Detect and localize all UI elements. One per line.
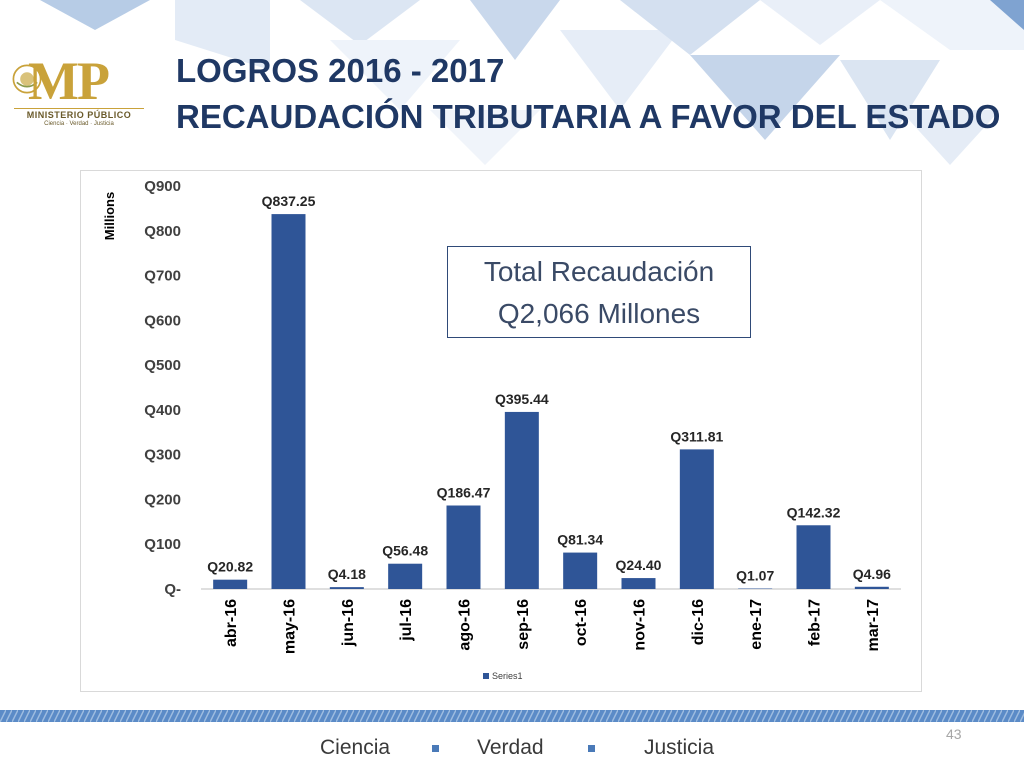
x-tick-label: ene-17 (748, 599, 765, 650)
background-triangle-pattern (40, 0, 1024, 165)
data-label: Q311.81 (670, 428, 723, 444)
bar (679, 449, 714, 589)
y-tick-label: Q900 (144, 178, 181, 195)
logo-tagline: Ciencia · Verdad · Justicia (44, 121, 114, 127)
data-label: Q4.96 (853, 566, 891, 582)
x-tick-label: abr-16 (223, 599, 240, 647)
total-callout: Total Recaudación Q2,066 Millones (447, 246, 751, 338)
data-label: Q186.47 (437, 485, 491, 501)
bar (854, 586, 889, 589)
data-label: Q20.82 (207, 559, 253, 575)
x-tick-label: may-16 (282, 599, 299, 654)
data-label: Q395.44 (495, 391, 549, 407)
slide-subtitle: RECAUDACIÓN TRIBUTARIA A FAVOR DEL ESTAD… (176, 98, 1001, 135)
legend-swatch (483, 673, 489, 679)
data-label: Q56.48 (382, 543, 428, 559)
total-callout-value: Q2,066 Millones (497, 298, 701, 329)
y-tick-label: Q300 (144, 447, 181, 464)
total-callout-label: Total Recaudación (483, 256, 715, 287)
motto-ciencia: Ciencia (320, 736, 391, 759)
y-tick-label: Q- (164, 581, 181, 598)
x-tick-label: nov-16 (632, 599, 649, 651)
bar (329, 587, 364, 589)
page-number: 43 (946, 726, 962, 742)
y-tick-label: Q700 (144, 268, 181, 285)
coat-of-arms-icon (12, 64, 42, 94)
bar (213, 579, 248, 589)
y-tick-label: Q800 (144, 223, 181, 240)
x-tick-label: jul-16 (398, 599, 415, 642)
bar (796, 525, 831, 589)
y-tick-label: Q600 (144, 312, 181, 329)
motto-bullet (432, 745, 439, 752)
motto-justicia: Justicia (644, 736, 715, 759)
bar (271, 214, 306, 589)
x-tick-label: dic-16 (690, 599, 707, 645)
data-label: Q1.07 (736, 568, 774, 584)
bar (388, 563, 423, 589)
y-tick-label: Q200 (144, 491, 181, 508)
bar (621, 578, 656, 589)
data-label: Q837.25 (262, 193, 316, 209)
y-tick-label: Q100 (144, 536, 181, 553)
x-tick-label: sep-16 (515, 599, 532, 650)
bar (563, 552, 598, 589)
y-tick-label: Q400 (144, 402, 181, 419)
legend-label: Series1 (492, 671, 523, 681)
logo-name: MINISTERIO PÚBLICO (26, 110, 132, 120)
footer-band (0, 710, 1024, 722)
x-tick-label: feb-17 (807, 599, 824, 646)
bar (446, 505, 481, 589)
data-label: Q24.40 (616, 557, 662, 573)
logo-divider (14, 108, 144, 109)
x-tick-label: mar-17 (865, 599, 882, 652)
y-axis-title: Millions (102, 192, 117, 240)
data-label: Q142.32 (787, 504, 841, 520)
slide-title: LOGROS 2016 - 2017 (176, 52, 505, 89)
data-label: Q81.34 (557, 532, 603, 548)
x-tick-label: oct-16 (573, 599, 590, 646)
y-tick-label: Q500 (144, 357, 181, 374)
motto-bullet (588, 745, 595, 752)
bar (504, 411, 539, 589)
logo-mark: MP (28, 51, 110, 111)
x-tick-label: jun-16 (340, 599, 357, 647)
x-tick-label: ago-16 (457, 599, 474, 651)
bar-chart: Millions Q- Q100 Q200 Q300 Q400 Q500 Q600 Q700 Q8… (102, 178, 901, 681)
motto-verdad: Verdad (477, 736, 544, 759)
data-label: Q4.18 (328, 566, 366, 582)
